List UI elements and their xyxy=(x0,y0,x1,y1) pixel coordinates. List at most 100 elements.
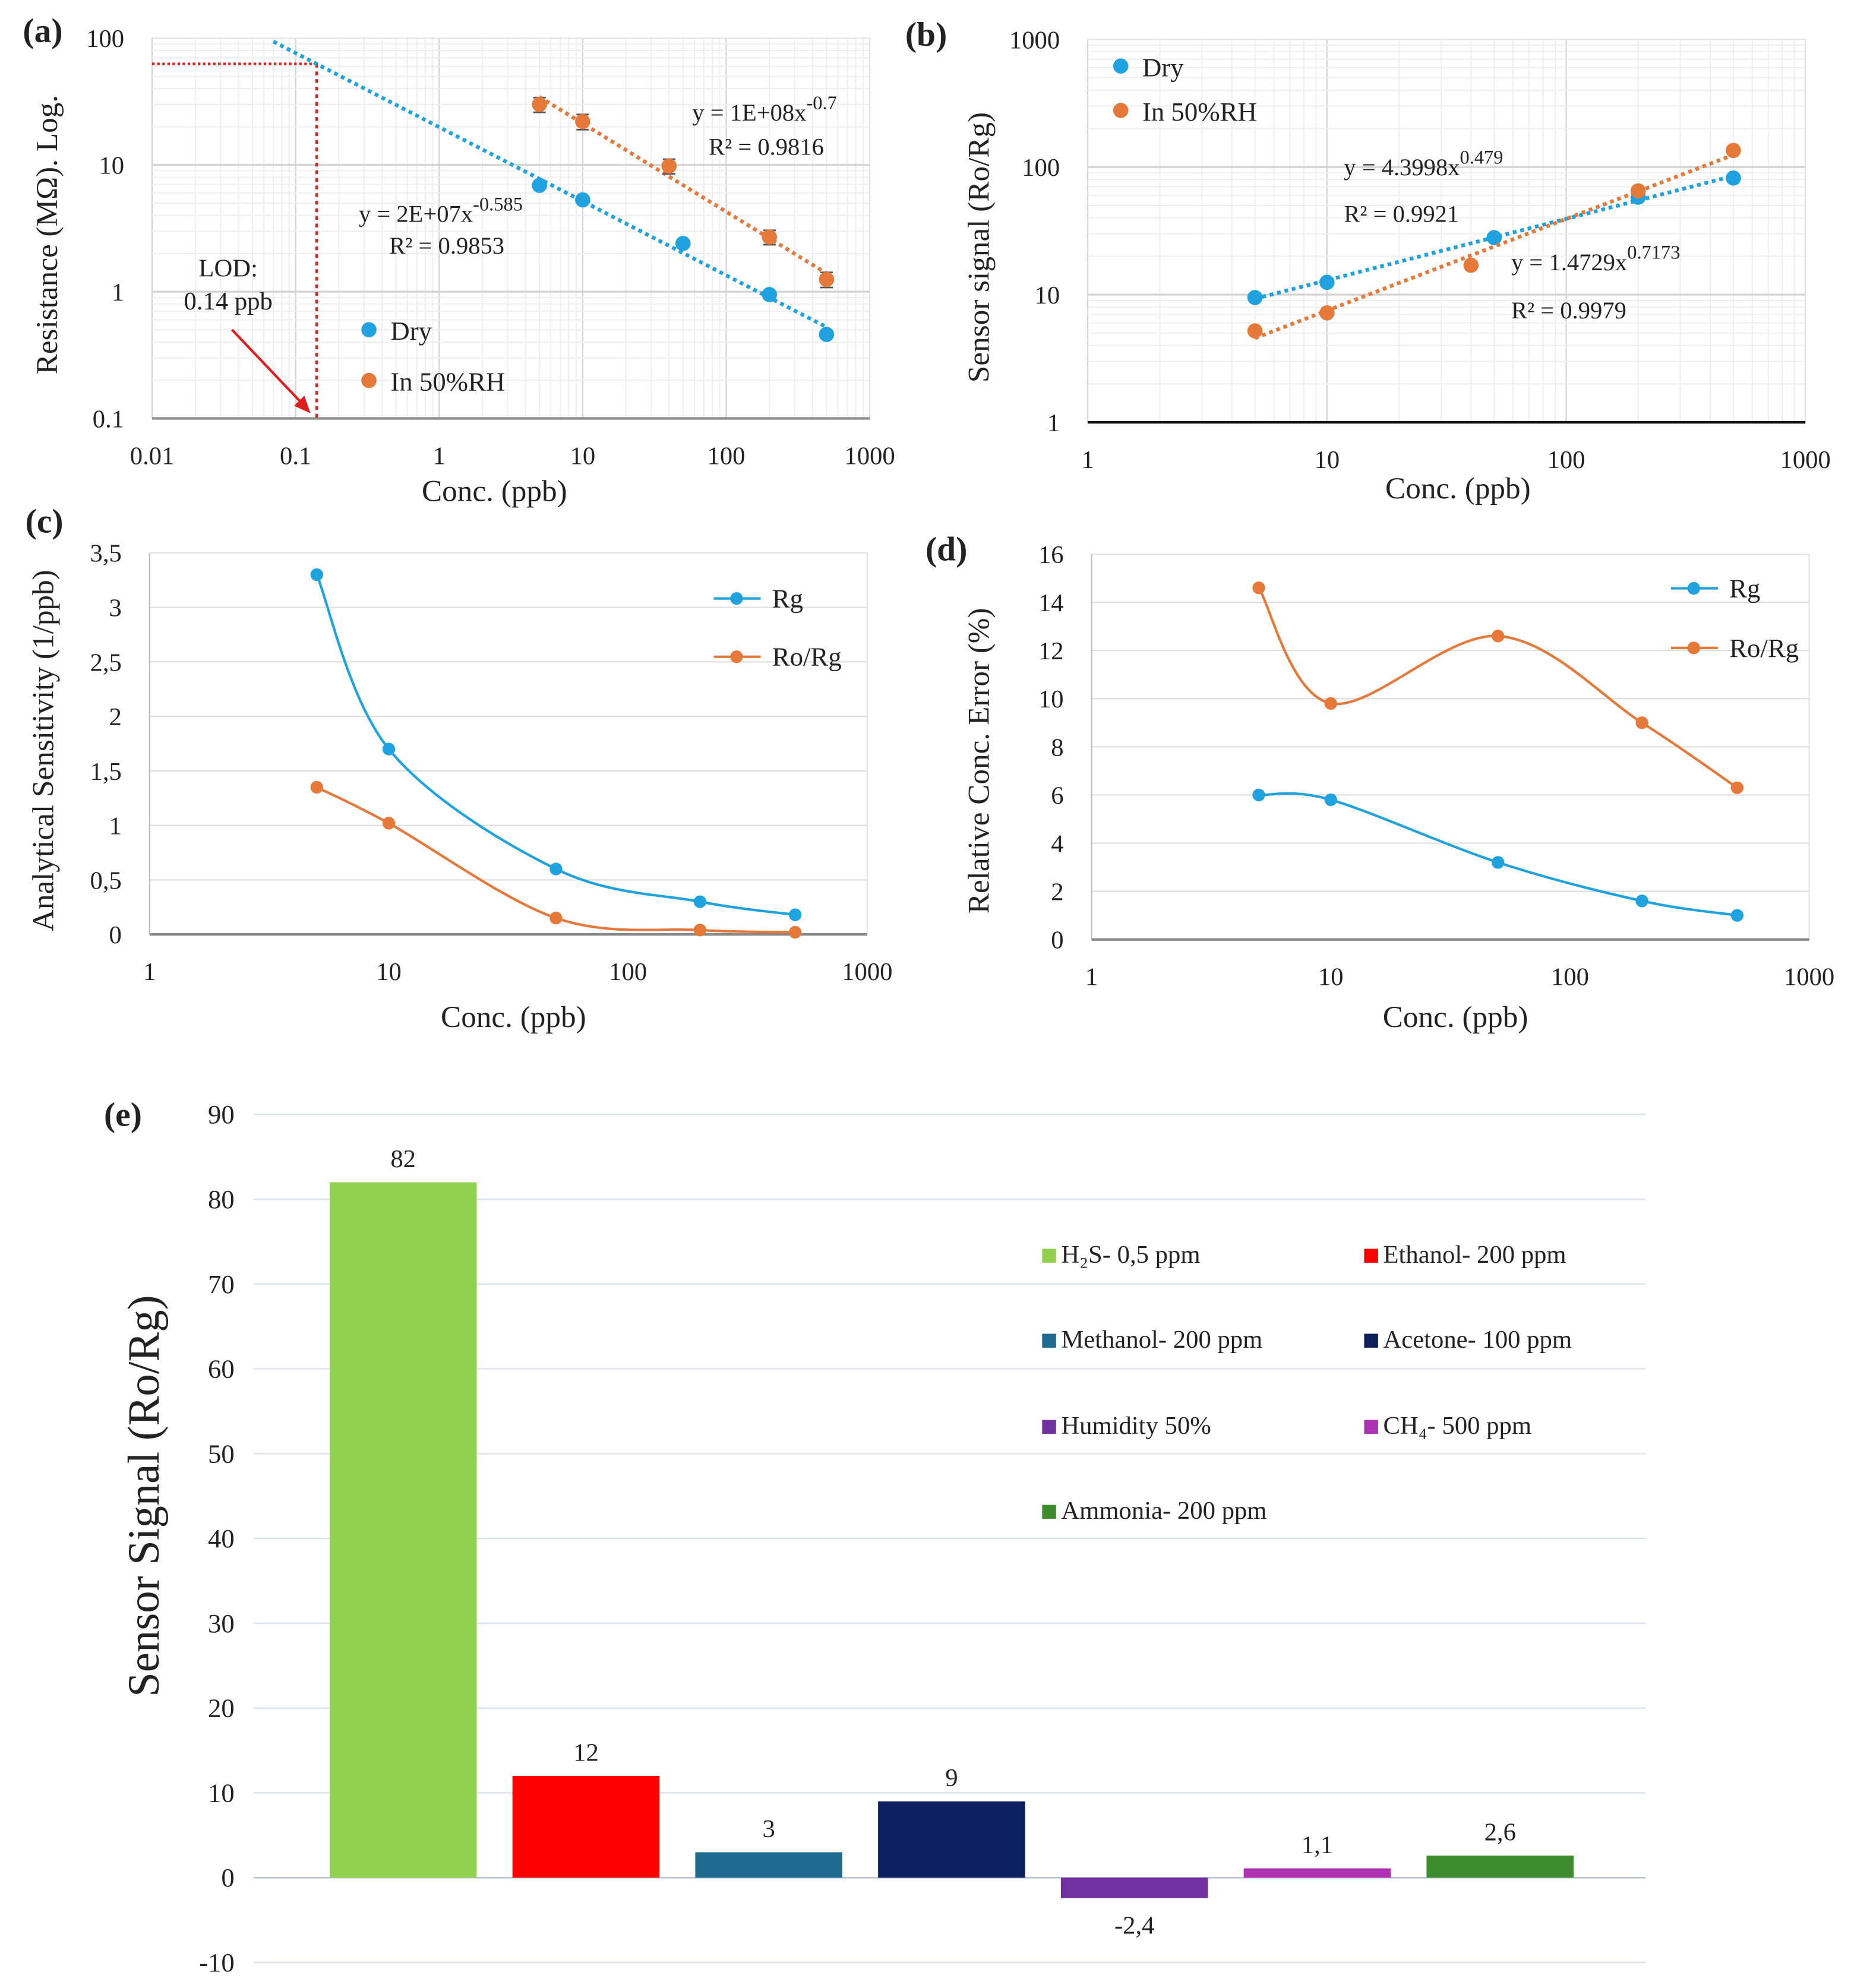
data-point xyxy=(1635,895,1648,908)
trendline-r2: R² = 0.9816 xyxy=(709,134,824,160)
y-tick-label: 1 xyxy=(112,279,124,306)
x-tick-label: 1 xyxy=(143,958,156,986)
y-tick-label: 2,5 xyxy=(90,649,122,677)
legend-label: H₂S- 0,5 ppm xyxy=(1061,1241,1200,1269)
data-point xyxy=(693,924,707,937)
legend-marker xyxy=(1113,103,1129,118)
data-point xyxy=(1635,716,1648,729)
y-tick-label: 2 xyxy=(1051,878,1063,906)
lod-arrowhead xyxy=(294,396,311,414)
legend-swatch xyxy=(1042,1505,1056,1519)
series-line xyxy=(316,786,795,934)
data-point xyxy=(1486,230,1502,245)
y-tick-label: 10 xyxy=(208,1778,235,1807)
bar-value-label: 2,6 xyxy=(1484,1819,1516,1847)
x-tick-label: 100 xyxy=(707,442,745,470)
x-tick-label: 1 xyxy=(433,442,446,470)
y-tick-label: 16 xyxy=(1038,541,1064,569)
panel-label: (e) xyxy=(104,1096,142,1133)
bar xyxy=(695,1852,842,1878)
x-tick-label: 10 xyxy=(376,958,402,986)
panel-label: (a) xyxy=(23,12,62,50)
data-point xyxy=(1726,143,1741,159)
data-point xyxy=(549,911,563,925)
trendline-exponent: -0.7 xyxy=(806,93,836,114)
legend-label: CH₄- 500 ppm xyxy=(1383,1412,1531,1440)
y-tick-label: 60 xyxy=(208,1354,235,1384)
data-point xyxy=(1463,257,1479,273)
y-tick-label: 1 xyxy=(1047,409,1060,437)
trendline xyxy=(1254,153,1735,340)
y-tick-label: 0,5 xyxy=(90,867,122,895)
data-point xyxy=(1247,290,1263,305)
bar xyxy=(1243,1868,1391,1878)
y-tick-label: 3 xyxy=(109,594,122,622)
data-point xyxy=(819,271,835,287)
legend-label: Ro/Rg xyxy=(772,642,842,672)
legend-label: In 50%RH xyxy=(1142,97,1257,127)
y-axis-label: Analytical Sensitivity (1/ppb) xyxy=(27,570,61,931)
data-point xyxy=(1492,630,1505,643)
data-point xyxy=(310,780,323,794)
x-tick-label: 10 xyxy=(570,442,596,470)
data-point xyxy=(1319,274,1335,290)
y-tick-label: 1000 xyxy=(1009,26,1060,54)
bar-value-label: 3 xyxy=(763,1815,775,1843)
data-point xyxy=(1324,793,1337,807)
series-line xyxy=(315,574,795,916)
x-tick-label: 100 xyxy=(1551,963,1589,991)
y-tick-label: 8 xyxy=(1051,734,1063,761)
x-tick-label: 10 xyxy=(1318,963,1344,991)
y-tick-label: 6 xyxy=(1051,782,1063,810)
y-tick-label: 12 xyxy=(1038,637,1064,665)
data-point xyxy=(532,178,547,193)
legend-label: Ro/Rg xyxy=(1729,633,1799,663)
legend-marker xyxy=(1113,58,1129,74)
y-tick-label: 80 xyxy=(208,1184,235,1214)
bar-value-label: 12 xyxy=(573,1739,599,1766)
legend-label: Humidity 50% xyxy=(1061,1412,1211,1440)
y-tick-label: 100 xyxy=(1022,154,1060,182)
y-tick-label: 90 xyxy=(208,1099,235,1129)
legend-label: Dry xyxy=(390,316,432,346)
trendline-exponent: 0.7173 xyxy=(1627,242,1680,264)
legend-marker xyxy=(361,372,377,388)
data-point xyxy=(693,895,707,908)
trendline-r2: R² = 0.9921 xyxy=(1344,201,1459,227)
y-axis-label: Relative Conc. Error (%) xyxy=(962,608,996,914)
y-tick-label: 10 xyxy=(1038,685,1064,713)
y-tick-label: 70 xyxy=(208,1269,235,1299)
data-point xyxy=(762,229,778,245)
y-tick-label: 1,5 xyxy=(90,758,122,786)
y-tick-label: 10 xyxy=(1035,282,1060,309)
data-point xyxy=(382,742,396,756)
y-tick-label: 0 xyxy=(221,1863,234,1892)
trendline-equation: y = 1.4729x0.7173 xyxy=(1511,242,1680,276)
y-tick-label: 0 xyxy=(109,921,122,949)
data-point xyxy=(549,862,563,876)
data-point xyxy=(1630,183,1646,199)
y-tick-label: 10 xyxy=(99,152,124,180)
y-tick-label: 50 xyxy=(208,1439,235,1468)
x-tick-label: 1000 xyxy=(1784,963,1834,991)
x-tick-label: 1000 xyxy=(1780,446,1830,474)
x-tick-label: 100 xyxy=(609,958,647,986)
trendline-equation: y = 2E+07x-0.585 xyxy=(359,194,523,227)
trendline-equation: y = 4.3998x0.479 xyxy=(1344,147,1503,181)
bar xyxy=(878,1801,1025,1878)
data-point xyxy=(788,908,802,921)
x-tick-label: 100 xyxy=(1547,446,1585,474)
lod-value-label: 0.14 ppb xyxy=(184,287,272,315)
data-point xyxy=(1252,788,1265,802)
data-point xyxy=(675,236,691,251)
lod-arrow xyxy=(231,328,305,407)
data-point xyxy=(1730,781,1744,794)
y-axis-label: Sensor signal (Ro/Rg) xyxy=(962,112,996,383)
legend-swatch xyxy=(1364,1333,1378,1348)
bar-value-label: 82 xyxy=(390,1145,416,1173)
y-tick-label: 2 xyxy=(109,703,122,731)
y-tick-label: 0.1 xyxy=(93,405,124,433)
bar-value-label: -2,4 xyxy=(1114,1911,1155,1939)
